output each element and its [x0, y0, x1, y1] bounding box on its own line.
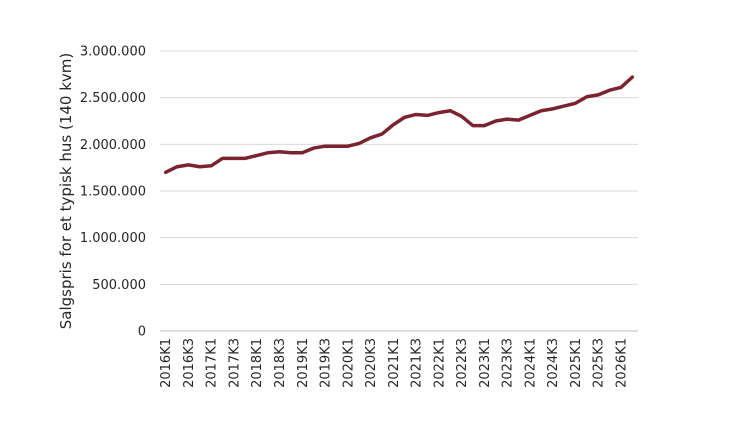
x-tick-label: 2016K1 [159, 338, 174, 388]
y-tick-label: 3.000.000 [80, 45, 146, 60]
y-tick-label: 0 [138, 325, 146, 340]
x-tick-label: 2018K1 [250, 338, 265, 388]
x-tick-label: 2018K3 [273, 338, 288, 388]
x-tick-label: 2020K3 [364, 338, 379, 388]
x-tick-label: 2017K1 [205, 338, 220, 388]
x-tick-label: 2026K1 [614, 338, 629, 388]
y-tick-label: 1.500.000 [80, 185, 146, 200]
y-axis-ticks: 0 500.000 1.000.000 1.500.000 2.000.000 2.500… [80, 45, 146, 340]
x-tick-label: 2019K3 [319, 338, 334, 388]
x-tick-label: 2021K3 [410, 338, 425, 388]
x-tick-label: 2024K3 [546, 338, 561, 388]
x-tick-label: 2019K1 [296, 338, 311, 388]
x-tick-label: 2016K3 [182, 338, 197, 388]
x-tick-label: 2024K1 [523, 338, 538, 388]
grid-lines [160, 50, 638, 332]
x-tick-label: 2017K3 [227, 338, 242, 388]
y-tick-label: 2.500.000 [80, 91, 146, 106]
x-tick-label: 2022K3 [455, 338, 470, 388]
series-layer [163, 75, 635, 175]
x-axis-ticks: 2016K1 2016K3 2017K1 2017K3 2018K1 2018K3 2019… [159, 338, 629, 388]
y-axis-title: Salgspris for et typisk hus (140 kvm) [57, 53, 75, 330]
y-tick-label: 500.000 [92, 278, 146, 293]
x-tick-label: 2025K3 [592, 338, 607, 388]
x-tick-label: 2022K1 [432, 338, 447, 388]
series-line [163, 75, 635, 175]
x-tick-label: 2023K3 [501, 338, 516, 388]
y-tick-label: 1.000.000 [80, 231, 146, 246]
y-tick-label: 2.000.000 [80, 138, 146, 153]
x-tick-label: 2025K1 [569, 338, 584, 388]
x-tick-label: 2023K1 [478, 338, 493, 388]
x-tick-label: 2021K1 [387, 338, 402, 388]
x-tick-label: 2020K1 [341, 338, 356, 388]
